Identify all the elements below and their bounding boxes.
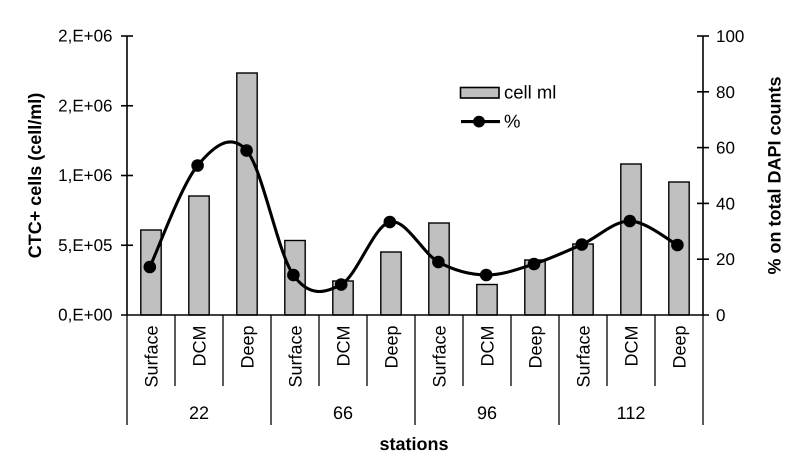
svg-text:96: 96 [477,403,497,423]
svg-text:5,E+05: 5,E+05 [58,236,112,255]
svg-text:100: 100 [716,27,744,46]
svg-text:Deep: Deep [237,326,257,369]
svg-text:Surface: Surface [285,326,305,388]
svg-text:80: 80 [716,83,735,102]
svg-text:2,E+06: 2,E+06 [58,27,112,46]
svg-text:60: 60 [716,139,735,158]
svg-text:DCM: DCM [477,326,497,367]
svg-text:cell ml: cell ml [504,82,556,103]
svg-text:DCM: DCM [333,326,353,367]
svg-text:2,E+06: 2,E+06 [58,96,112,115]
svg-text:Surface: Surface [573,326,593,388]
svg-text:Surface: Surface [141,326,161,388]
svg-text:Surface: Surface [429,326,449,388]
svg-text:%: % [504,111,520,132]
svg-text:DCM: DCM [621,326,641,367]
svg-text:66: 66 [333,403,353,423]
svg-text:112: 112 [617,403,646,423]
svg-text:DCM: DCM [189,326,209,367]
svg-text:22: 22 [189,403,209,423]
svg-text:% on total DAPI counts: % on total DAPI counts [765,77,785,275]
svg-text:Deep: Deep [669,326,689,369]
svg-text:Deep: Deep [525,326,545,369]
svg-text:stations: stations [379,434,448,454]
svg-text:Deep: Deep [381,326,401,369]
svg-text:1,E+06: 1,E+06 [58,166,112,185]
svg-text:CTC+ cells (cell/ml): CTC+ cells (cell/ml) [25,93,45,259]
svg-text:0: 0 [716,306,725,325]
svg-text:40: 40 [716,194,735,213]
svg-text:20: 20 [716,250,735,269]
svg-text:0,E+00: 0,E+00 [58,306,112,325]
